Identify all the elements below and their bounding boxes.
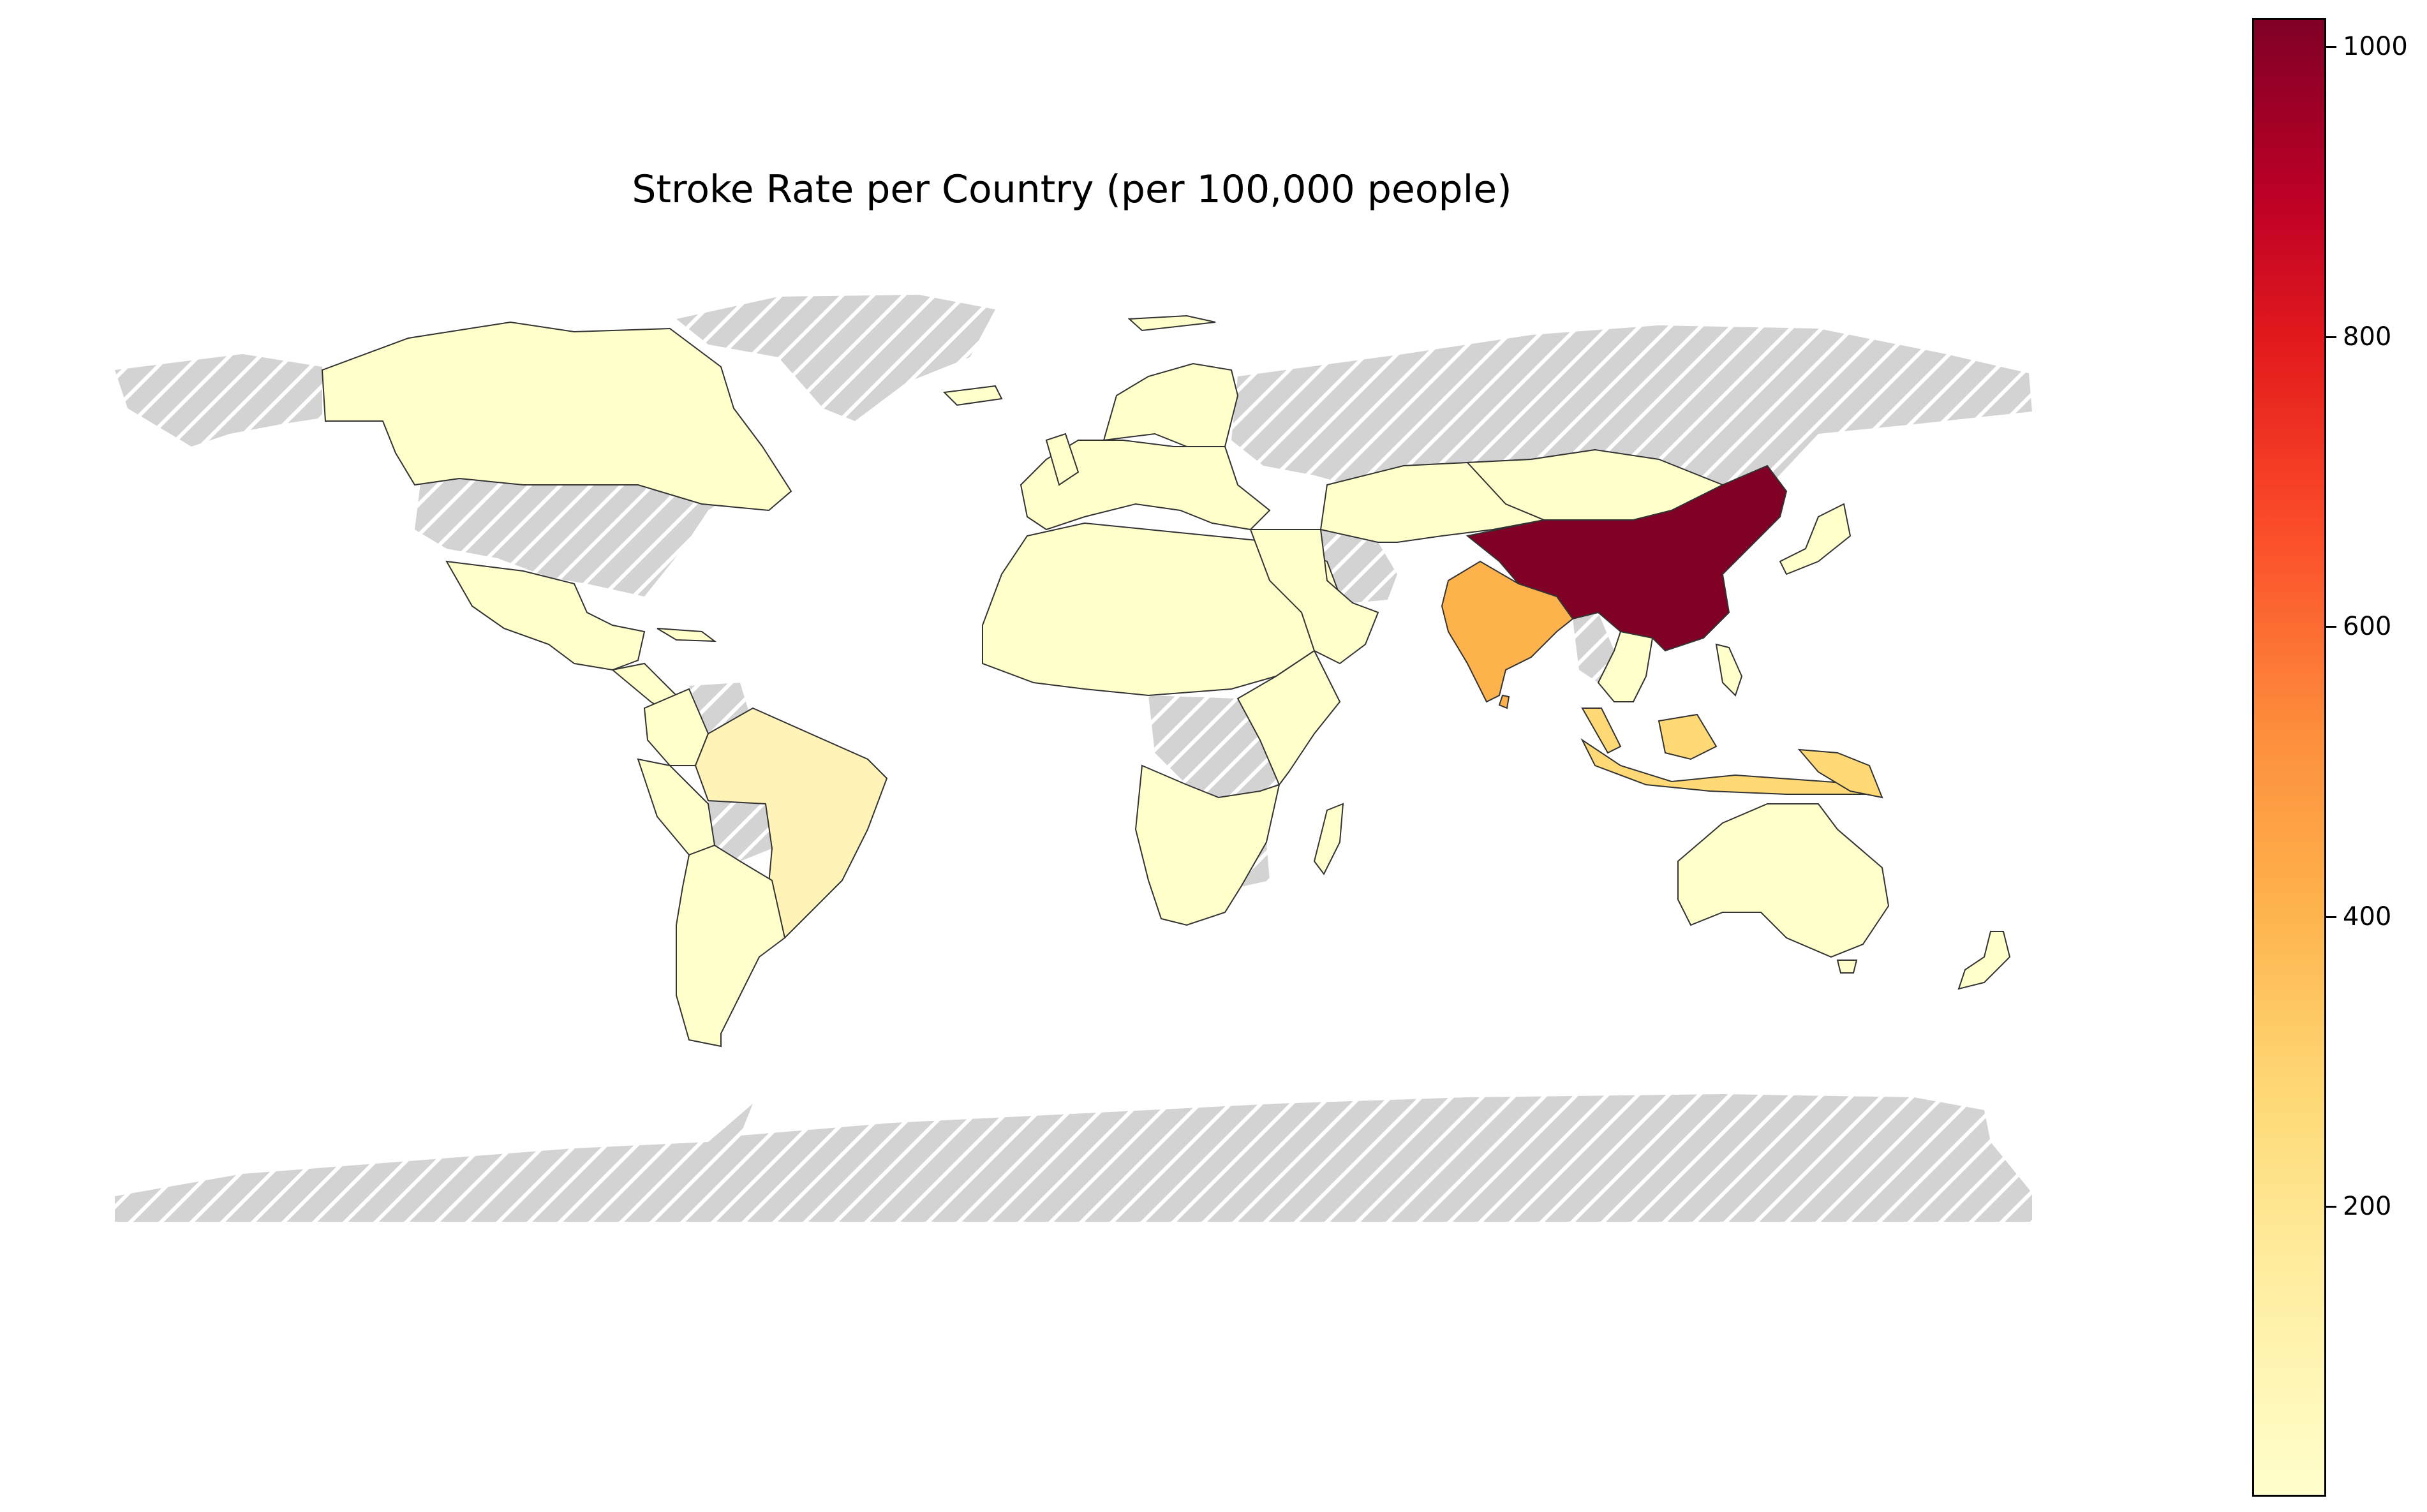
country-new-guinea [1797,748,1883,799]
country-argentina-chile [676,844,786,1048]
country-japan [1779,503,1852,575]
country-australia [1677,803,1890,958]
country-cuba [657,628,717,642]
country-philippines [1715,643,1743,697]
region-russia [1231,325,2032,491]
country-southern-africa [1134,764,1280,926]
country-new-zealand [1957,931,2011,990]
country-uk [1045,433,1080,486]
region-bolivia [708,801,772,861]
country-middle-east [1249,529,1379,665]
country-malaysia [1581,708,1622,754]
country-tasmania [1836,960,1858,974]
country-europe [1020,440,1271,531]
region-greenland [676,295,995,421]
region-myanmar [1573,612,1614,683]
country-borneo [1658,713,1718,760]
country-east-africa [1236,649,1341,786]
missing-data-regions [115,295,2032,1222]
country-southeast-asia [1597,630,1654,702]
country-canada [321,321,792,512]
region-usa [415,472,766,597]
country-mexico [445,560,646,671]
region-antarctica [115,1094,2032,1222]
country-madagascar [1313,803,1344,875]
country-svalbard [1127,315,1216,332]
map-title: Stroke Rate per Country (per 100,000 peo… [632,167,1512,212]
country-brazil [694,707,888,939]
region-iran [1321,530,1397,603]
country-iceland [942,385,1003,406]
region-central-africa [1148,695,1279,797]
colorbar [2252,18,2326,1497]
country-sri-lanka [1498,694,1510,709]
region-alaska [115,354,322,447]
country-shapes [321,315,2011,1048]
country-india [1441,560,1574,703]
country-scandinavia [1102,362,1239,447]
